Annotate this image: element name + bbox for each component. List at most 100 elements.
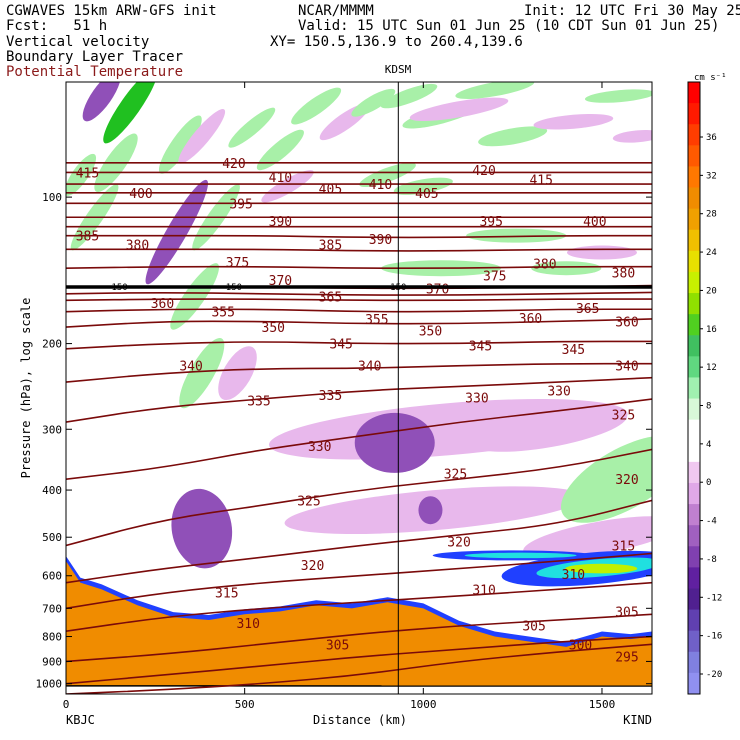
w-region (145, 179, 208, 285)
colorbar-swatch (688, 124, 700, 146)
colorbar-swatch (688, 187, 700, 210)
theta-label: 325 (444, 468, 467, 483)
theta-label: 380 (612, 267, 635, 282)
valid-time: Valid: 15 UTC Sun 01 Jun 25 (10 CDT Sun … (298, 18, 720, 34)
w-region (179, 337, 225, 409)
theta-contour-380 (66, 248, 652, 252)
theta-label: 320 (447, 535, 470, 550)
w-region (178, 109, 226, 164)
colorbar-swatch (688, 398, 700, 421)
colorbar-label: 20 (706, 286, 717, 296)
colorbar-swatch (688, 630, 700, 653)
theta-label: 415 (76, 166, 99, 181)
theta-label: 345 (329, 338, 352, 353)
theta-label: 310 (562, 568, 585, 583)
theta-label: 395 (229, 197, 252, 212)
w-region (351, 88, 396, 117)
theta-label: 405 (319, 182, 342, 197)
colorbar-label: 12 (706, 363, 717, 373)
y-tick-label: 300 (42, 423, 62, 436)
bl-tracer-core (464, 552, 577, 559)
theta-label: 415 (529, 173, 552, 188)
w-region (354, 412, 435, 473)
w-region (612, 129, 652, 143)
theta-label: 330 (465, 391, 488, 406)
theta-label: 420 (222, 157, 245, 172)
terrain-layer (66, 556, 652, 694)
theta-contour-365 (66, 291, 652, 296)
theta-contour-385 (66, 234, 652, 239)
theta-label: 365 (319, 290, 342, 305)
colorbar-label: 8 (706, 402, 711, 412)
theta-contour-375 (66, 265, 652, 270)
theta-label: 320 (615, 473, 638, 488)
colorbar-swatch (688, 609, 700, 632)
w-region (170, 263, 219, 330)
plot-frame (65, 81, 653, 695)
theta-contour-295 (66, 643, 652, 694)
w-region (455, 82, 535, 99)
colorbar-frame (687, 81, 701, 695)
theta-label: 355 (365, 313, 388, 328)
theta-label: 350 (262, 321, 285, 336)
theta-label: 350 (419, 325, 442, 340)
theta-label: 305 (326, 638, 349, 653)
w-region (533, 113, 614, 130)
colorbar-label: -16 (706, 632, 722, 642)
dynamic-tropopause-label: 150 (111, 283, 127, 293)
theta-label: 310 (236, 617, 259, 632)
theta-label: 330 (547, 385, 570, 400)
x-tick-label: 1000 (410, 698, 437, 711)
colorbar-swatch (688, 314, 700, 336)
x-axis-label: Distance (km) (313, 713, 407, 727)
colorbar-swatch (688, 525, 700, 547)
theta-label: 340 (358, 360, 381, 375)
colorbar-label: 4 (706, 440, 711, 450)
colorbar-swatch (688, 461, 700, 484)
theta-label: 410 (369, 178, 392, 193)
colorbar-label: -4 (706, 517, 717, 527)
w-region (158, 115, 202, 174)
w-region (478, 126, 548, 147)
cross-section-coords: XY= 150.5,136.9 to 260.4,139.6 (270, 34, 523, 50)
org-label: NCAR/MMMM (298, 3, 374, 19)
theta-contour-300 (66, 635, 652, 685)
theta-label: 340 (615, 360, 638, 375)
w-region (469, 406, 628, 452)
w-region (566, 245, 637, 260)
theta-contour-360 (66, 298, 652, 302)
overlay-layer: 150 150 150 (66, 82, 652, 694)
field-boundary-layer-tracer: Boundary Layer Tracer (6, 49, 184, 65)
colorbar-swatch (688, 504, 700, 526)
w-region (409, 97, 509, 122)
theta-contour-350 (66, 318, 652, 328)
y-tick-label: 500 (42, 531, 62, 544)
x-tick-label: 1500 (589, 698, 616, 711)
w-region (256, 129, 304, 171)
theta-label: 305 (615, 605, 638, 620)
w-region (359, 162, 416, 188)
w-region (291, 87, 342, 125)
theta-label: 400 (583, 215, 606, 230)
colorbar-swatch (688, 229, 700, 252)
colorbar-label: -8 (706, 555, 717, 565)
colorbar-swatch (688, 166, 700, 189)
theta-contour-305 (66, 613, 652, 663)
w-region (523, 516, 652, 559)
theta-contour-335 (66, 376, 652, 423)
theta-label: 400 (129, 187, 152, 202)
colorbar-swatch (688, 482, 700, 505)
w-region (228, 107, 276, 148)
colorbar-label: 24 (706, 248, 717, 258)
station-left: KBJC (66, 713, 95, 727)
theta-label: 380 (126, 238, 149, 253)
y-axis-label: Pressure (hPa), log scale (19, 298, 33, 479)
y-tick-label: 600 (42, 570, 62, 583)
field-vertical-velocity: Vertical velocity (6, 34, 150, 50)
theta-label: 295 (615, 651, 638, 666)
w-region (584, 89, 652, 103)
station-marker-label: KDSM (385, 63, 412, 76)
theta-label: 370 (269, 274, 292, 289)
forecast-hour: Fcst: 51 h (6, 18, 108, 34)
w-region (560, 435, 652, 523)
